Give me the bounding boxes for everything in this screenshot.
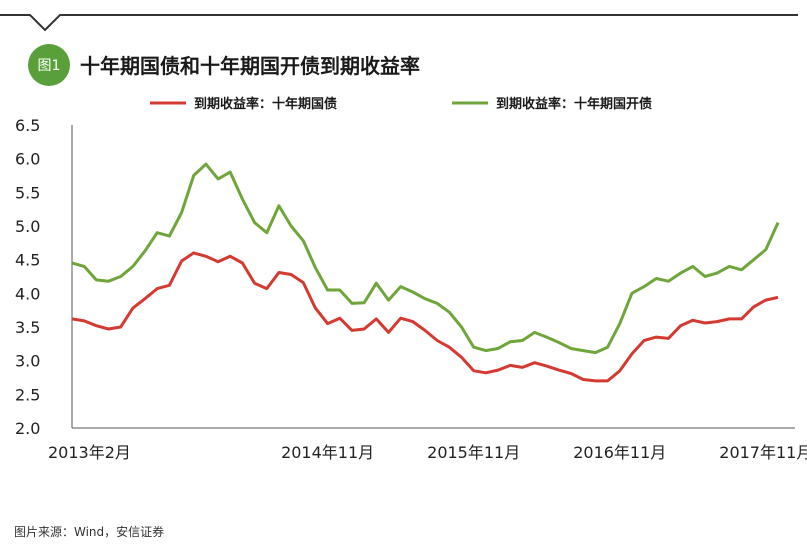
- series-line-treasury: [71, 251, 779, 383]
- chart-title: 十年期国债和十年期国开债到期收益率: [80, 54, 420, 78]
- x-tick-label: 2015年11月: [427, 443, 520, 462]
- legend-label-cdb: 到期收益率：十年期国开债: [496, 96, 652, 112]
- top-frame: [0, 14, 798, 32]
- x-tick-label: 2014年11月: [281, 443, 374, 462]
- y-tick-labels: 6.5 6.0 5.5 5.0 4.5 4.0 3.5 3.0 2.5 2.0: [15, 116, 40, 438]
- y-tick-label: 4.0: [15, 284, 40, 303]
- y-tick-label: 6.5: [15, 116, 40, 135]
- y-tick-label: 3.5: [15, 318, 40, 337]
- legend: 到期收益率：十年期国债 到期收益率：十年期国开债: [150, 96, 652, 112]
- y-tick-label: 5.0: [15, 217, 40, 236]
- y-tick-label: 2.5: [15, 385, 40, 404]
- legend-label-treasury: 到期收益率：十年期国债: [194, 96, 337, 112]
- source-note: 图片来源：Wind，安信证券: [14, 524, 164, 539]
- y-tick-label: 5.5: [15, 183, 40, 202]
- series-layer: [71, 162, 780, 383]
- y-tick-label: 4.5: [15, 251, 40, 270]
- y-tick-label: 6.0: [15, 150, 40, 169]
- x-tick-label: 2017年11月: [719, 443, 807, 462]
- x-tick-labels: 2013年2月 2014年11月 2015年11月 2016年11月 2017年11月: [48, 443, 807, 462]
- figure-badge-label: 图1: [38, 58, 61, 74]
- y-tick-label: 3.0: [15, 352, 40, 371]
- series-line-cdb: [71, 162, 780, 355]
- figure-badge: [28, 44, 70, 86]
- x-tick-label: 2013年2月: [48, 443, 131, 462]
- x-tick-label: 2016年11月: [573, 443, 666, 462]
- y-tick-label: 2.0: [15, 419, 40, 438]
